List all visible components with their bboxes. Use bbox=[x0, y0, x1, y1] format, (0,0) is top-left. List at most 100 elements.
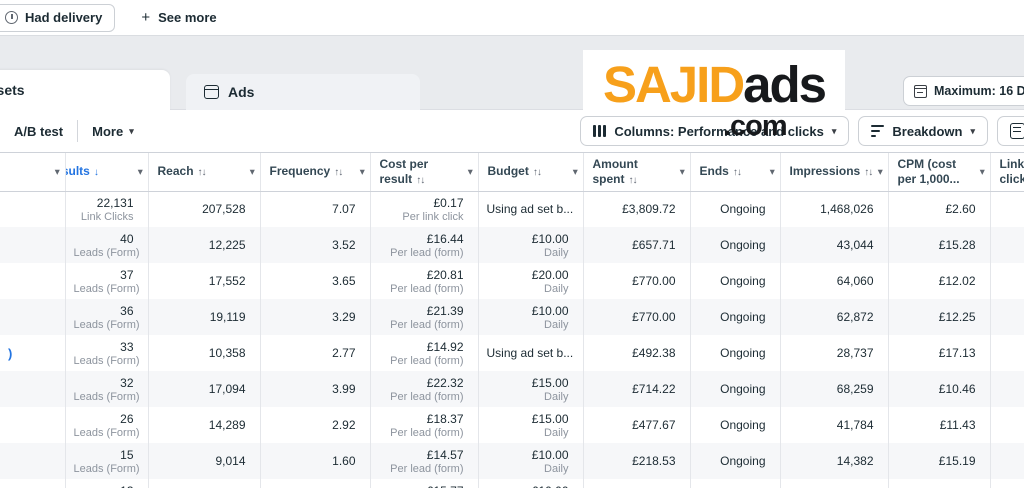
cell-link-clicks bbox=[990, 407, 1024, 443]
column-menu-caret-icon[interactable]: ▾ bbox=[359, 166, 365, 177]
date-range-selector[interactable]: Maximum: 16 Dec 2 bbox=[903, 76, 1024, 106]
table-row[interactable]: 40 Leads (Form) 12,225 3.52 £16.44 Per lead (… bbox=[0, 227, 1024, 263]
tabs-band bbox=[0, 36, 1024, 110]
window-icon bbox=[204, 85, 219, 99]
breakdown-icon bbox=[871, 124, 885, 138]
sort-arrows-icon: ↑↓ bbox=[732, 167, 742, 178]
column-menu-caret-icon[interactable]: ▾ bbox=[467, 166, 473, 177]
reports-button[interactable] bbox=[997, 116, 1024, 146]
col-header-ends[interactable]: Ends ↑↓ ▾ bbox=[690, 153, 781, 192]
delivery-status-icon bbox=[5, 11, 18, 24]
column-menu-caret-icon[interactable]: ▾ bbox=[249, 166, 255, 177]
table-row[interactable]: 36 Leads (Form) 19,119 3.29 £21.39 Per lead (… bbox=[0, 299, 1024, 335]
cell-name[interactable] bbox=[0, 263, 66, 299]
column-menu-caret-icon[interactable]: ▾ bbox=[572, 166, 578, 177]
cell-impressions: 1,468,026 bbox=[780, 191, 889, 227]
ab-test-button[interactable]: A/B test bbox=[0, 124, 77, 139]
cell-frequency: 3.65 bbox=[260, 263, 371, 299]
cell-impressions: 62,872 bbox=[780, 299, 889, 335]
chart-marker-icon: ) bbox=[8, 345, 13, 361]
cell-reach: 12,225 bbox=[148, 227, 261, 263]
col-header-cpm[interactable]: CPM (cost per 1,000... ▾ bbox=[888, 153, 991, 192]
table-row[interactable]: 13Leads (Form)7,3342.04£15.77Per lead (f… bbox=[0, 479, 1024, 488]
cell-ends: Ongoing bbox=[690, 227, 781, 263]
table-row[interactable]: 15 Leads (Form) 9,014 1.60 £14.57 Per lead (f… bbox=[0, 443, 1024, 479]
tab-ads[interactable]: Ads bbox=[186, 74, 420, 110]
had-delivery-filter-chip[interactable]: Had delivery bbox=[0, 3, 116, 32]
more-button[interactable]: More ▾ bbox=[78, 124, 148, 139]
see-more-button[interactable]: + See more bbox=[141, 9, 216, 26]
sort-arrows-icon: ↑↓ bbox=[416, 174, 425, 186]
cell-ends: Ongoing bbox=[690, 443, 781, 479]
cell-name[interactable]: ) bbox=[0, 335, 66, 371]
cell-name[interactable] bbox=[0, 407, 66, 443]
cell-budget: Using ad set b... bbox=[478, 335, 584, 371]
table-row[interactable]: 32 Leads (Form) 17,094 3.99 £22.32 Per lead (… bbox=[0, 371, 1024, 407]
cell-budget: Using ad set b... bbox=[478, 191, 584, 227]
column-menu-caret-icon[interactable]: ▾ bbox=[979, 166, 985, 177]
table-row[interactable]: ) 33 Leads (Form) 10,358 2.77 £14.92 Per lead … bbox=[0, 335, 1024, 371]
cell-cpm: £17.13 bbox=[888, 335, 991, 371]
col-header-frequency[interactable]: Frequency ↑↓ ▾ bbox=[260, 153, 371, 192]
cell-amount-spent: £477.67 bbox=[583, 407, 691, 443]
cell-cost-per-result: £0.17 Per link click bbox=[370, 191, 479, 227]
breakdown-label: Breakdown bbox=[892, 123, 963, 139]
cell-ends: Ongoing bbox=[690, 299, 781, 335]
col-header-cost-per-result[interactable]: Cost per result ↑↓ ▾ bbox=[370, 153, 479, 192]
cell-budget: £20.00 Daily bbox=[478, 263, 584, 299]
toolbar-divider bbox=[77, 120, 79, 142]
cell-amount-spent: £714.22 bbox=[583, 371, 691, 407]
columns-button[interactable]: Columns: Performance and clicks ▾ bbox=[580, 116, 850, 146]
col-header-amount-spent[interactable]: Amount spent ↑↓ ▾ bbox=[583, 153, 691, 192]
cell-link-clicks bbox=[990, 263, 1024, 299]
cell-cpm: £2.60 bbox=[888, 191, 991, 227]
cell-reach: 207,528 bbox=[148, 191, 261, 227]
cell-ends: Ongoing bbox=[690, 479, 781, 488]
column-menu-caret-icon[interactable]: ▾ bbox=[137, 166, 143, 177]
column-menu-caret-icon[interactable]: ▾ bbox=[54, 166, 60, 177]
col-header-link-clicks[interactable]: Link clicks bbox=[990, 153, 1024, 192]
cell-name[interactable] bbox=[0, 227, 66, 263]
cell-name[interactable] bbox=[0, 191, 66, 227]
breakdown-button[interactable]: Breakdown ▾ bbox=[858, 116, 988, 146]
column-menu-caret-icon[interactable]: ▾ bbox=[679, 166, 685, 177]
cell-link-clicks bbox=[990, 443, 1024, 479]
col-header-name[interactable]: ▾ bbox=[0, 153, 66, 192]
sort-arrows-icon: ↑↓ bbox=[197, 167, 207, 178]
column-menu-caret-icon[interactable]: ▾ bbox=[877, 166, 883, 177]
table-row[interactable]: 26 Leads (Form) 14,289 2.92 £18.37 Per lead (… bbox=[0, 407, 1024, 443]
columns-label: Columns: Performance and clicks bbox=[614, 123, 824, 139]
cell-impressions: 14,382 bbox=[780, 443, 889, 479]
cell-cost-per-result: £16.44 Per lead (form) bbox=[370, 227, 479, 263]
table-row[interactable]: 37 Leads (Form) 17,552 3.65 £20.81 Per lead (… bbox=[0, 263, 1024, 299]
sort-arrows-icon: ↓ bbox=[93, 167, 99, 178]
cell-amount-spent: £218.53 bbox=[583, 443, 691, 479]
cell-cpm: £15.19 bbox=[888, 443, 991, 479]
column-menu-caret-icon[interactable]: ▾ bbox=[769, 166, 775, 177]
cell-name[interactable] bbox=[0, 299, 66, 335]
table-row[interactable]: 22,131 Link Clicks 207,528 7.07 £0.17 Per lin… bbox=[0, 191, 1024, 227]
tab-ads-label: Ads bbox=[228, 84, 255, 100]
col-header-budget[interactable]: Budget ↑↓ ▾ bbox=[478, 153, 584, 192]
col-header-results[interactable]: Results↓▾ bbox=[65, 153, 149, 192]
cell-ends: Ongoing bbox=[690, 191, 781, 227]
col-header-reach[interactable]: Reach ↑↓ ▾ bbox=[148, 153, 261, 192]
more-label: More bbox=[92, 123, 124, 139]
table-header-row: ▾Results↓▾Reach↑↓▾Frequency↑↓▾Cost per r… bbox=[0, 153, 1024, 192]
cell-name[interactable] bbox=[0, 479, 66, 488]
cell-cost-per-result: £14.92 Per lead (form) bbox=[370, 335, 479, 371]
cell-impressions: 28,737 bbox=[780, 335, 889, 371]
tab-ad-sets[interactable]: Ad sets bbox=[0, 70, 170, 110]
cell-cpm: £10.46 bbox=[888, 371, 991, 407]
cell-cost-per-result: £14.57 Per lead (form) bbox=[370, 443, 479, 479]
cell-name[interactable] bbox=[0, 443, 66, 479]
cell-name[interactable] bbox=[0, 371, 66, 407]
cell-ends: Ongoing bbox=[690, 335, 781, 371]
sort-arrows-icon: ↑↓ bbox=[628, 174, 638, 186]
sajidads-logo: SAJIDads bbox=[583, 50, 845, 120]
tab-ad-sets-label: Ad sets bbox=[0, 82, 25, 98]
col-header-impressions[interactable]: Impressions ↑↓ ▾ bbox=[780, 153, 889, 192]
cell-link-clicks bbox=[990, 371, 1024, 407]
